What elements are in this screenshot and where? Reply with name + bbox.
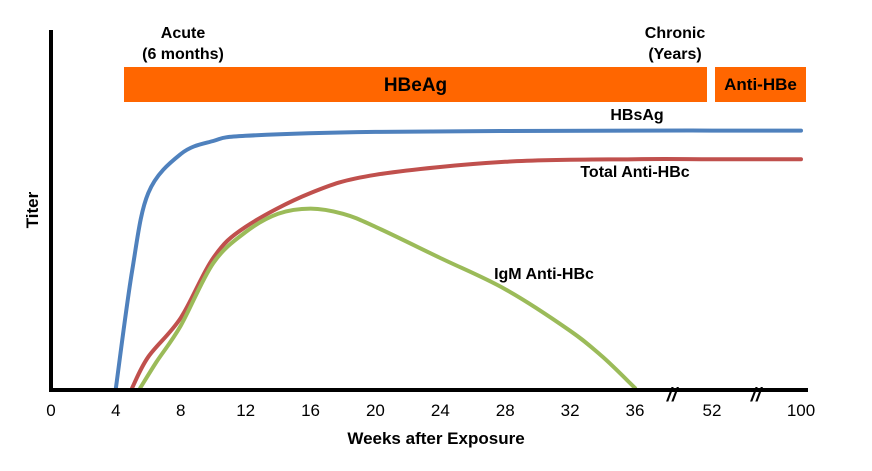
band-anti-hbe: [715, 67, 806, 102]
chronic-sublabel: (Years): [648, 46, 701, 63]
x-tick-label: 20: [366, 401, 385, 420]
x-tick-label: 4: [111, 401, 120, 420]
x-tick-label: 52: [703, 401, 722, 420]
chronic-label: Chronic: [645, 25, 706, 42]
axis-break-1: //: [666, 385, 679, 406]
x-tick-label: 8: [176, 401, 185, 420]
x-tick-labels: 0 4 8 12 16 20 24 28 32 36 52 100: [46, 401, 815, 420]
x-tick-label: 16: [301, 401, 320, 420]
lines-layer: [113, 128, 803, 390]
x-tick-label: 0: [46, 401, 55, 420]
acute-sublabel: (6 months): [142, 46, 224, 63]
series-line-igm-anti-hbc: [138, 206, 637, 390]
band-label-hbeag: HBeAg: [384, 75, 447, 96]
series-line-hbsag: [113, 128, 803, 390]
y-axis-title: Titer: [23, 191, 42, 228]
series-label-total-anti-hbc: Total Anti-HBc: [580, 164, 689, 181]
x-tick-label: 36: [626, 401, 645, 420]
acute-label: Acute: [161, 25, 206, 42]
x-tick-label: 32: [561, 401, 580, 420]
x-tick-label: 28: [496, 401, 515, 420]
x-tick-label: 24: [431, 401, 450, 420]
x-tick-label: 100: [787, 401, 815, 420]
series-label-hbsag: HBsAg: [610, 107, 663, 124]
series-line-total-anti-hbc: [130, 157, 803, 390]
bands-layer: HBeAg Anti-HBe: [124, 67, 806, 102]
band-hbeag: [124, 67, 707, 102]
axis-break-2: //: [750, 385, 763, 406]
band-label-anti-hbe: Anti-HBe: [724, 75, 797, 94]
x-tick-label: 12: [236, 401, 255, 420]
x-axis-title: Weeks after Exposure: [347, 429, 524, 448]
series-label-igm-anti-hbc: IgM Anti-HBc: [494, 266, 594, 283]
